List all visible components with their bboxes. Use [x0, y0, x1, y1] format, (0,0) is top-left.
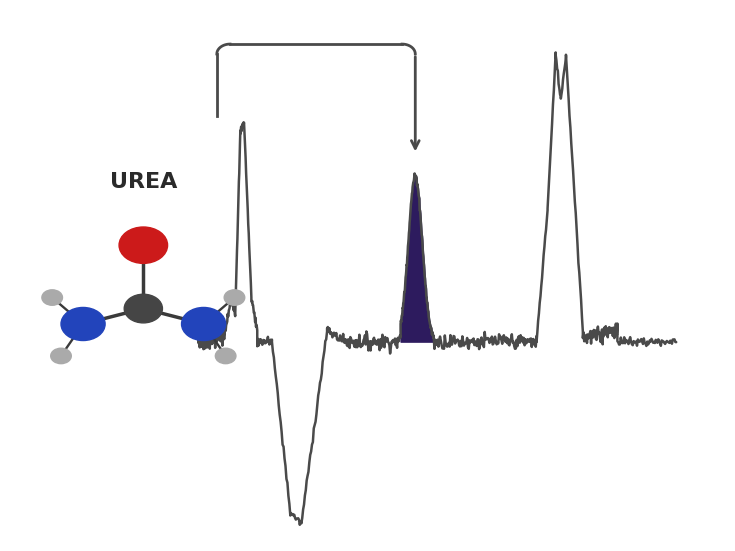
- Circle shape: [224, 290, 245, 305]
- Circle shape: [124, 294, 162, 323]
- Circle shape: [182, 307, 226, 341]
- Text: UREA: UREA: [110, 172, 177, 192]
- Circle shape: [61, 307, 105, 341]
- Circle shape: [51, 348, 71, 364]
- Circle shape: [119, 227, 168, 263]
- Circle shape: [215, 348, 236, 364]
- Circle shape: [42, 290, 62, 305]
